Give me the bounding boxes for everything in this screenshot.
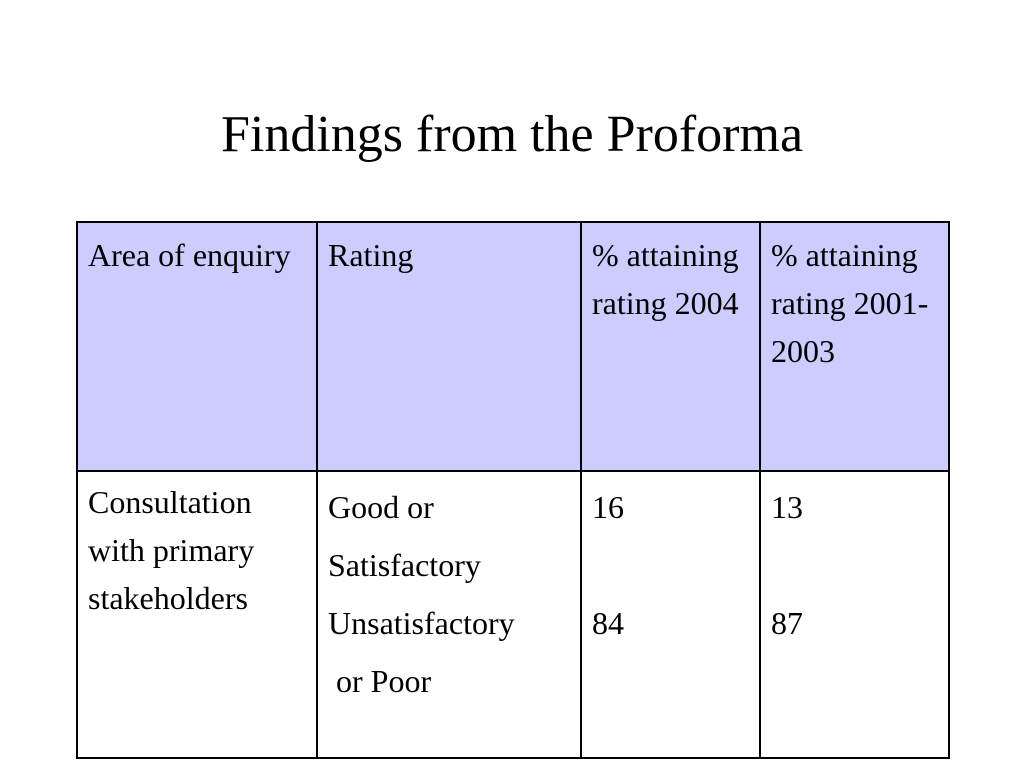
value-poor-2001-2003: 87	[771, 605, 803, 641]
cell-percent-2004: 16 84	[580, 470, 761, 759]
slide-title: Findings from the Proforma	[220, 106, 804, 163]
value-spacer	[771, 536, 938, 594]
cell-percent-2001-2003: 13 87	[759, 470, 950, 759]
findings-table: Area of enquiry Rating % attaining ratin…	[76, 221, 950, 759]
header-area-of-enquiry: Area of enquiry	[76, 221, 318, 472]
value-poor-2004: 84	[592, 605, 624, 641]
table-row: Consultation with primary stakeholders G…	[76, 470, 950, 759]
value-spacer	[592, 536, 749, 594]
value-good-2001-2003: 13	[771, 489, 803, 525]
rating-line: Satisfactory	[328, 547, 481, 583]
header-percent-2004: % attaining rating 2004	[580, 221, 761, 472]
header-rating: Rating	[316, 221, 582, 472]
rating-line: Good or	[328, 489, 434, 525]
header-percent-2001-2003: % attaining rating 2001-2003	[759, 221, 950, 472]
rating-line: or Poor	[328, 663, 432, 699]
value-good-2004: 16	[592, 489, 624, 525]
table-header-row: Area of enquiry Rating % attaining ratin…	[76, 221, 950, 472]
cell-area: Consultation with primary stakeholders	[76, 470, 318, 759]
rating-line: Unsatisfactory	[328, 605, 515, 641]
cell-rating: Good or Satisfactory Unsatisfactory or P…	[316, 470, 582, 759]
